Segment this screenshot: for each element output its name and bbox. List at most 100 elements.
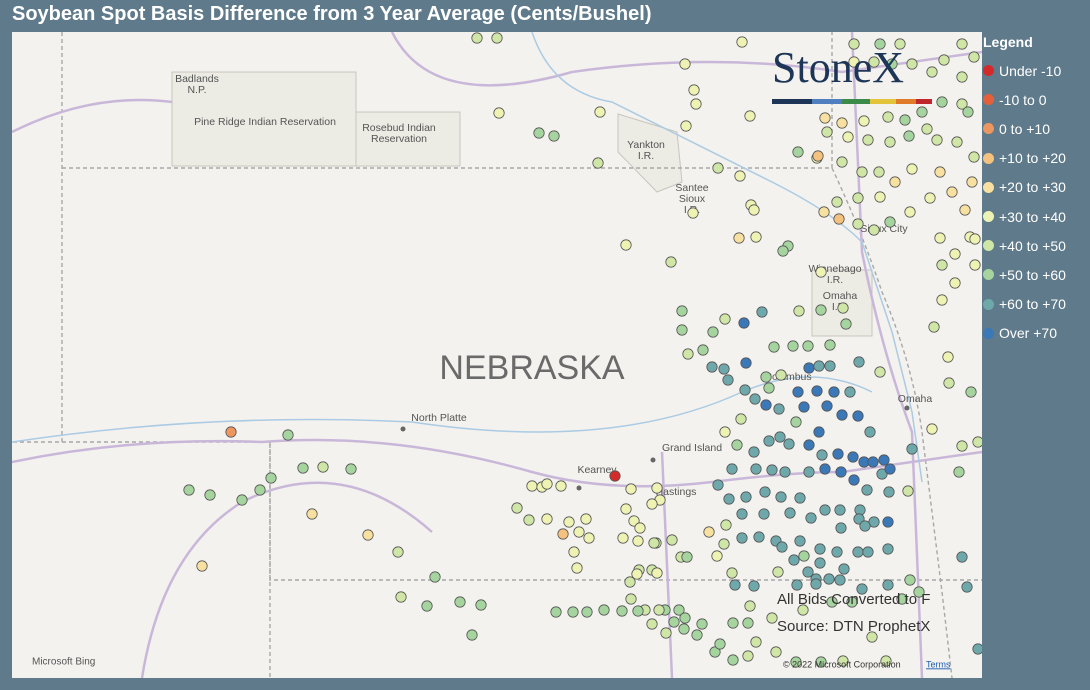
dots [183, 32, 982, 668]
site-dot [802, 340, 814, 352]
site-dot [632, 605, 644, 617]
site-dot [196, 560, 208, 572]
site-dot [703, 526, 715, 538]
site-dot [594, 106, 606, 118]
site-dot [956, 551, 968, 563]
site-dot [951, 136, 963, 148]
site-dot [454, 596, 466, 608]
site-dot [802, 566, 814, 578]
site-dot [688, 84, 700, 96]
note: All Bids Converted to F [777, 591, 930, 608]
site-dot [936, 259, 948, 271]
site-dot [744, 110, 756, 122]
site-dot [831, 196, 843, 208]
site-dot [956, 38, 968, 50]
legend-item: +40 to +50 [983, 231, 1088, 260]
site-dot [819, 112, 831, 124]
site-dot [934, 166, 946, 178]
site-dot [972, 643, 982, 655]
site-dot [609, 470, 621, 482]
site-dot [794, 492, 806, 504]
title: Soybean Spot Basis Difference from 3 Yea… [12, 3, 652, 25]
site-dot [835, 522, 847, 534]
site-dot [727, 654, 739, 666]
legend-label: Over +70 [999, 325, 1057, 342]
site-dot [832, 448, 844, 460]
site-dot [934, 232, 946, 244]
site-dot [749, 393, 761, 405]
site-dot [679, 58, 691, 70]
legend-label: +10 to +20 [999, 150, 1066, 167]
site-dot [707, 326, 719, 338]
site-dot [826, 596, 838, 608]
site-dot [581, 606, 593, 618]
site-dot [853, 356, 865, 368]
place-label: Grand Island [662, 442, 722, 454]
site-dot [651, 567, 663, 579]
site-dot [791, 579, 803, 591]
legend-swatch [983, 94, 994, 106]
site-dot [666, 534, 678, 546]
city-dot [400, 426, 406, 432]
site-dot [858, 115, 870, 127]
site-dot [750, 463, 762, 475]
site-dot [719, 426, 731, 438]
legend-item: +50 to +60 [983, 260, 1088, 289]
site-dot [740, 357, 752, 369]
site-dot [824, 360, 836, 372]
site-dot [792, 146, 804, 158]
site-dot [690, 98, 702, 110]
legend-item: -10 to 0 [983, 85, 1088, 114]
site-dot [722, 374, 734, 386]
site-dot [679, 612, 691, 624]
legend-title: Legend [983, 34, 1033, 50]
site-dot [225, 426, 237, 438]
site-dot [750, 636, 762, 648]
site-dot [282, 429, 294, 441]
site-dot [466, 629, 478, 641]
site-dot [956, 71, 968, 83]
place-label: Badlands [175, 73, 219, 85]
logo-bar [772, 99, 932, 104]
terms-link[interactable]: Terms [926, 659, 951, 669]
site-dot [770, 646, 782, 658]
site-dot [709, 646, 721, 658]
site-dot [859, 520, 871, 532]
site-dot [712, 162, 724, 174]
site-dot [682, 348, 694, 360]
site-dot [760, 399, 772, 411]
site-dot [760, 371, 772, 383]
site-dot [317, 461, 329, 473]
site-dot [759, 486, 771, 498]
site-dot [842, 131, 854, 143]
site-dot [750, 231, 762, 243]
site-dot [568, 546, 580, 558]
site-dot [718, 363, 730, 375]
site-dot [953, 466, 965, 478]
site-dot [541, 513, 553, 525]
site-dot [691, 629, 703, 641]
site-dot [972, 436, 982, 448]
site-dot [882, 543, 894, 555]
legend-swatch [983, 123, 994, 135]
site-dot [740, 491, 752, 503]
site-dot [797, 604, 809, 616]
site-dot [956, 98, 968, 110]
site-dot [673, 604, 685, 616]
site-dot [617, 532, 629, 544]
site-dot [660, 627, 672, 639]
site-dot [833, 213, 845, 225]
site-dot [836, 117, 848, 129]
site-dot [625, 483, 637, 495]
site-dot [742, 650, 754, 662]
site-dot [773, 403, 785, 415]
site-dot [956, 440, 968, 452]
city-dot [904, 405, 910, 411]
site-dot [727, 617, 739, 629]
site-dot [818, 206, 830, 218]
site-dot [813, 426, 825, 438]
site-dot [395, 591, 407, 603]
site-dot [726, 567, 738, 579]
legend-swatch [983, 327, 994, 339]
